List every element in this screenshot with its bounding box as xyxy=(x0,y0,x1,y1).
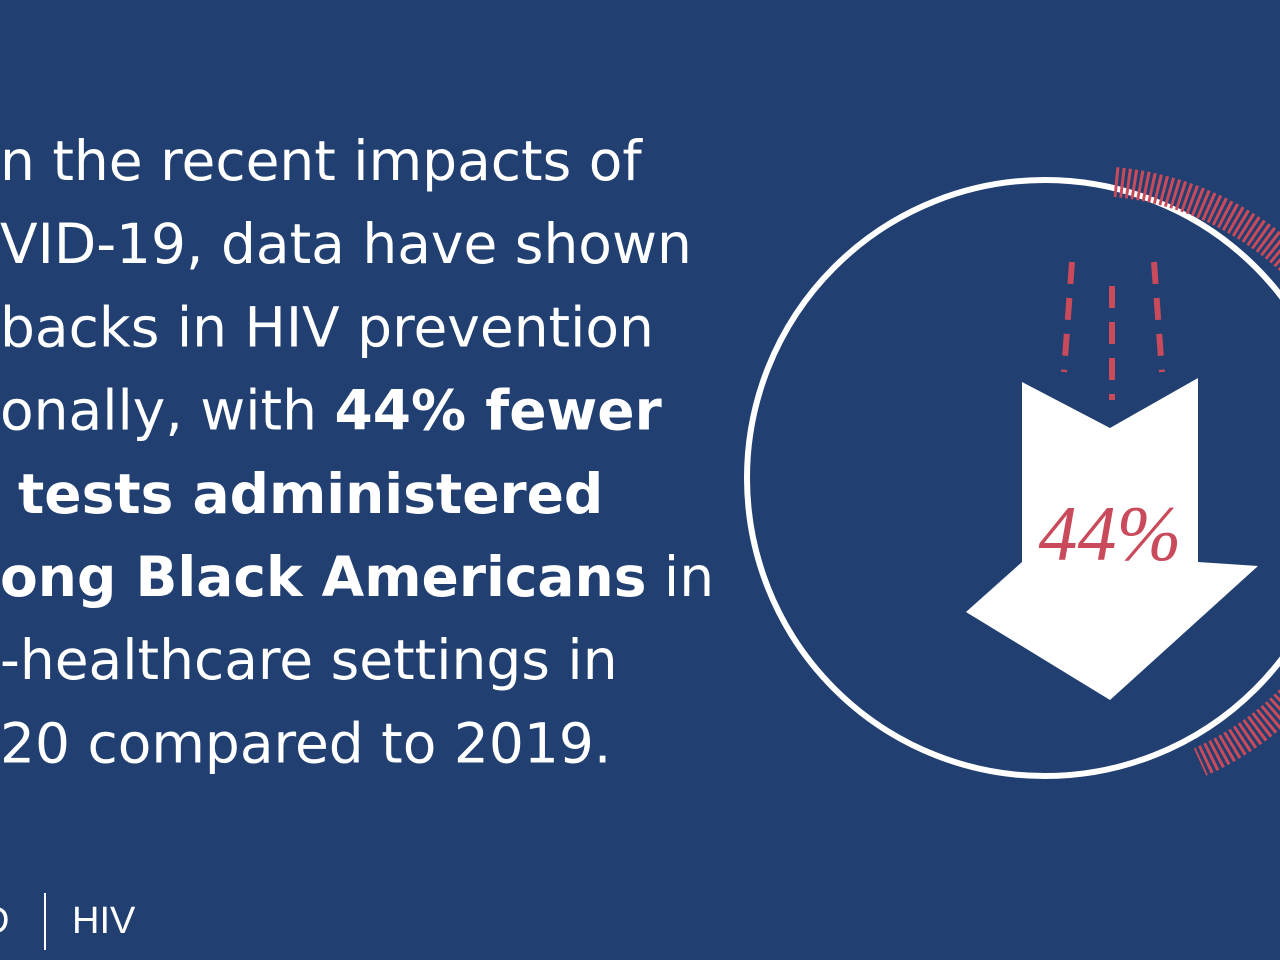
stat-label: 44% xyxy=(1039,490,1182,577)
text: backs in HIV prevention xyxy=(0,295,654,359)
text: 20 compared to 2019. xyxy=(0,711,611,775)
bold-text: 44% fewer xyxy=(334,379,661,443)
ring-accent xyxy=(1113,167,1280,272)
text-line: -healthcare settings in xyxy=(0,628,618,692)
text-line: VID-19, data have shown xyxy=(0,212,692,276)
text: n the recent impacts of xyxy=(0,129,643,193)
text-line: tests administered xyxy=(18,462,603,526)
down-arrow xyxy=(966,378,1258,700)
text-line: ong Black Americans in xyxy=(0,545,714,609)
footer-right: HIV xyxy=(72,900,136,942)
body-text: n the recent impacts of VID-19, data have… xyxy=(0,129,714,775)
ring-accent xyxy=(1193,689,1280,776)
text: VID-19, data have shown xyxy=(0,212,692,276)
ring xyxy=(744,177,1280,779)
text-line: n the recent impacts of xyxy=(0,129,643,193)
bold-text: ong Black Americans xyxy=(0,545,646,609)
footer-left: D xyxy=(0,900,9,942)
text-line: onally, with 44% fewer xyxy=(0,379,662,443)
text-line: backs in HIV prevention xyxy=(0,295,654,359)
text-line: 20 compared to 2019. xyxy=(0,711,611,775)
motion-lines xyxy=(1061,261,1165,400)
text: in xyxy=(646,545,714,609)
text: onally, with xyxy=(0,379,334,443)
text: -healthcare settings in xyxy=(0,628,618,692)
bold-text: tests administered xyxy=(18,462,603,526)
